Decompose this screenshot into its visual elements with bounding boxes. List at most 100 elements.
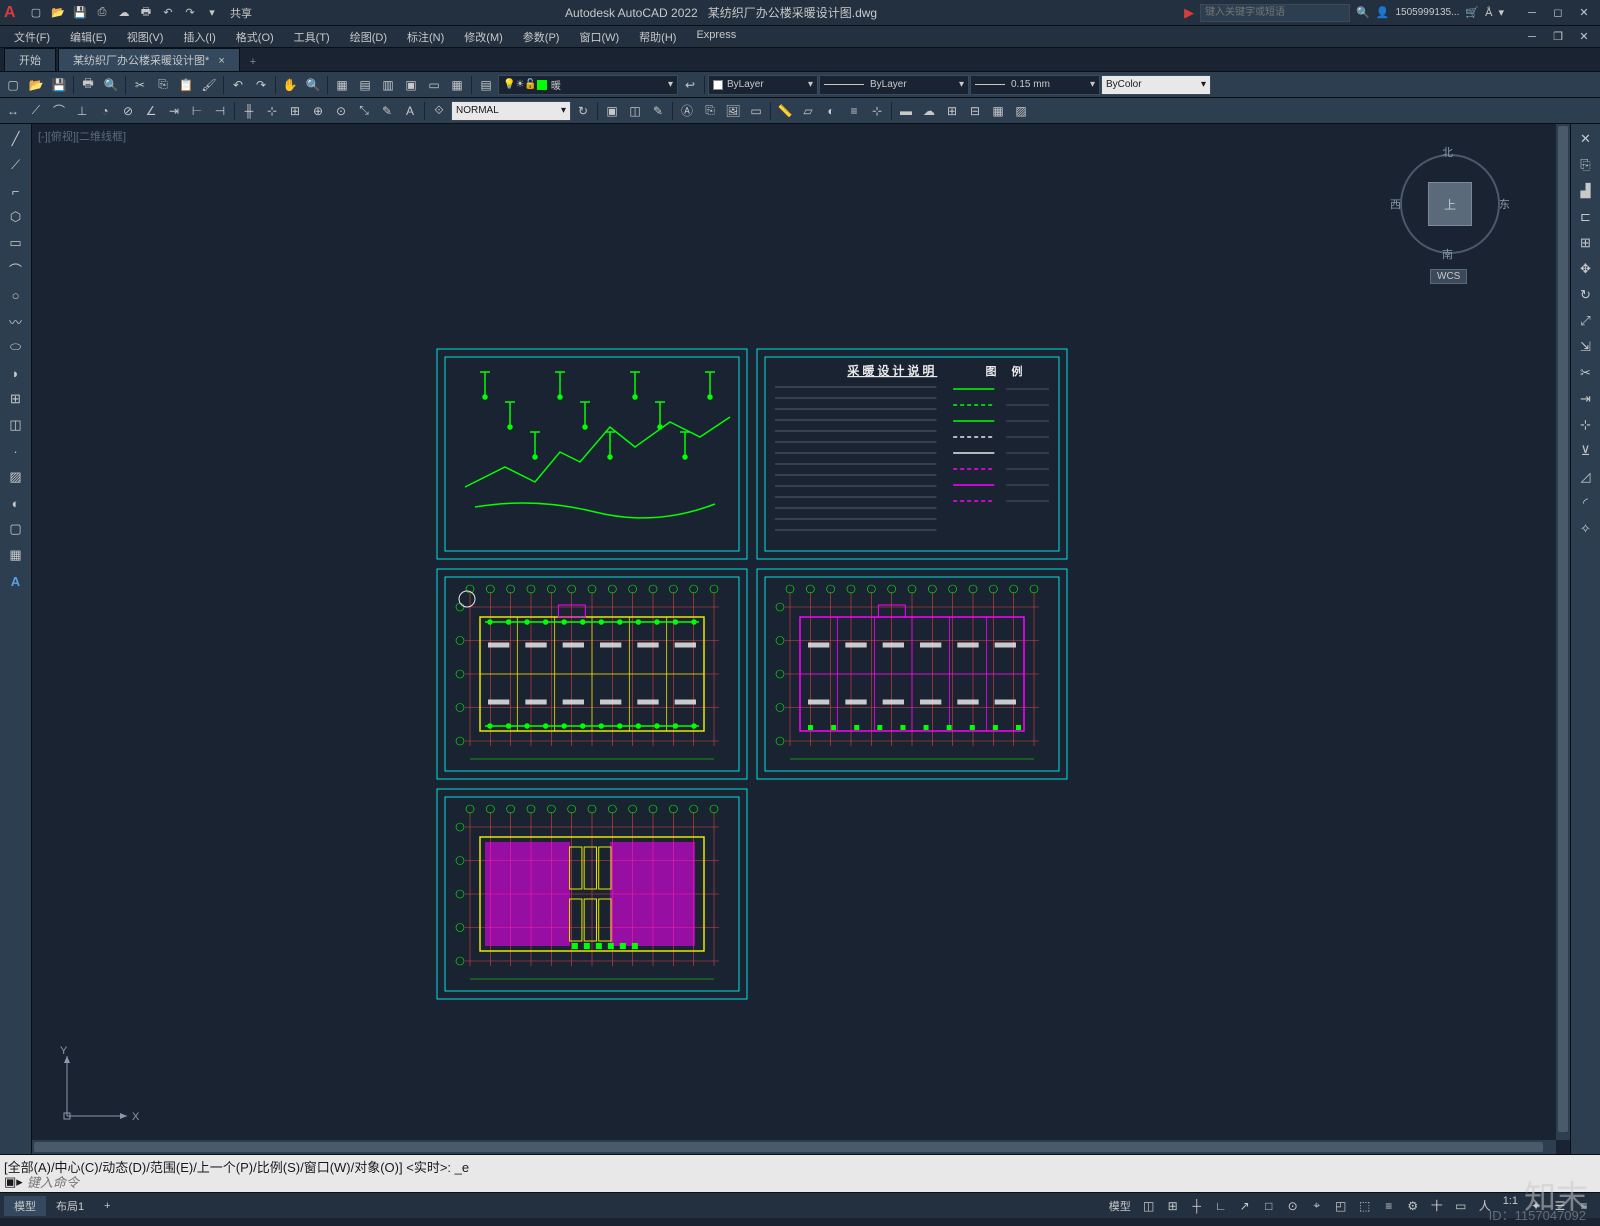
plot2-icon[interactable]: 🖶 — [77, 74, 99, 96]
layer-prev-icon[interactable]: ↩ — [679, 74, 701, 96]
app-menu-icon[interactable]: Å — [1485, 7, 1492, 19]
linetype-combo[interactable]: ByLayer ▾ — [819, 75, 969, 95]
arc-icon[interactable]: ⌒ — [2, 257, 30, 281]
status-btn-3[interactable]: ∟ — [1209, 1195, 1233, 1217]
preview-icon[interactable]: 🔍 — [100, 74, 122, 96]
menu-帮助(H)[interactable]: 帮助(H) — [629, 29, 686, 45]
copy-icon[interactable]: ⎘ — [152, 74, 174, 96]
redo-icon[interactable]: ↷ — [180, 3, 200, 23]
open2-icon[interactable]: 📂 — [25, 74, 47, 96]
status-btn-14[interactable]: 人 — [1473, 1195, 1497, 1217]
scale-icon[interactable]: ⤢ — [1572, 309, 1600, 333]
status-btn-4[interactable]: ↗ — [1233, 1195, 1257, 1217]
tab-start[interactable]: 开始 — [4, 48, 56, 71]
chamfer-icon[interactable]: ◿ — [1572, 465, 1600, 489]
explode-icon[interactable]: ✧ — [1572, 517, 1600, 541]
bedit-icon[interactable]: ✎ — [647, 100, 669, 122]
layer-mgr-icon[interactable]: ▤ — [475, 74, 497, 96]
list-icon[interactable]: ≡ — [843, 100, 865, 122]
dim-rad-icon[interactable]: ◔ — [94, 100, 116, 122]
extend-icon[interactable]: ⇥ — [1572, 387, 1600, 411]
rotate-icon[interactable]: ↻ — [1572, 283, 1600, 307]
dim-ord-icon[interactable]: ⊥ — [71, 100, 93, 122]
trim-icon[interactable]: ✂ — [1572, 361, 1600, 385]
markup-icon[interactable]: ▭ — [423, 74, 445, 96]
dim-quick-icon[interactable]: ⇥ — [163, 100, 185, 122]
dim-ang-icon[interactable]: ∠ — [140, 100, 162, 122]
break-icon[interactable]: ⊹ — [1572, 413, 1600, 437]
model-tab[interactable]: 模型 — [4, 1196, 46, 1216]
horizontal-scrollbar[interactable] — [32, 1140, 1556, 1154]
move-icon[interactable]: ✥ — [1572, 257, 1600, 281]
copy2-icon[interactable]: ⎘ — [1572, 153, 1600, 177]
share-button[interactable]: 共享 — [224, 3, 258, 23]
dimupdate-icon[interactable]: ↻ — [572, 100, 594, 122]
menu-窗口(W)[interactable]: 窗口(W) — [569, 29, 629, 45]
doc-close-button[interactable]: ✕ — [1572, 27, 1596, 47]
region2-icon[interactable]: ▢ — [2, 517, 30, 541]
dim-cont-icon[interactable]: ⊣ — [209, 100, 231, 122]
jog-icon[interactable]: ⤡ — [353, 100, 375, 122]
tolerance-icon[interactable]: ⊞ — [284, 100, 306, 122]
info-icon[interactable]: ▾ — [1498, 6, 1504, 19]
point-icon[interactable]: · — [2, 439, 30, 463]
qnew-icon[interactable]: ▢ — [2, 74, 24, 96]
doc-restore-button[interactable]: ❐ — [1546, 27, 1570, 47]
ellipse-icon[interactable]: ⬭ — [2, 335, 30, 359]
status-btn-16[interactable]: ✦ — [1524, 1195, 1548, 1217]
props-icon[interactable]: ▦ — [331, 74, 353, 96]
saveas-icon[interactable]: ⎙ — [92, 3, 112, 23]
dist-icon[interactable]: 📏 — [774, 100, 796, 122]
xref-icon[interactable]: ⎘ — [699, 100, 721, 122]
pline-icon[interactable]: ⌐ — [2, 179, 30, 203]
dim-dia-icon[interactable]: ⊘ — [117, 100, 139, 122]
dim-aligned-icon[interactable]: ⟋ — [25, 100, 47, 122]
status-btn-1[interactable]: ⊞ — [1161, 1195, 1185, 1217]
ellipsearc-icon[interactable]: ◗ — [2, 361, 30, 385]
color-combo[interactable]: ByLayer ▾ — [708, 75, 818, 95]
new-icon[interactable]: ▢ — [26, 3, 46, 23]
plot-icon[interactable]: 🖶 — [136, 3, 156, 23]
command-input[interactable] — [27, 1175, 1596, 1190]
open-icon[interactable]: 📂 — [48, 3, 68, 23]
tab-close-icon[interactable]: × — [218, 55, 224, 67]
image-icon[interactable]: 🖼 — [722, 100, 744, 122]
insert-icon[interactable]: ⊞ — [2, 387, 30, 411]
inspect-icon[interactable]: ⊙ — [330, 100, 352, 122]
dc-icon[interactable]: ▤ — [354, 74, 376, 96]
plotstyle-combo[interactable]: ByColor ▾ — [1101, 75, 1211, 95]
status-btn-13[interactable]: ▭ — [1449, 1195, 1473, 1217]
cut-icon[interactable]: ✂ — [129, 74, 151, 96]
array-icon[interactable]: ⊞ — [1572, 231, 1600, 255]
menu-修改(M)[interactable]: 修改(M) — [454, 29, 513, 45]
erase-icon[interactable]: ✕ — [1572, 127, 1600, 151]
wipeout-icon[interactable]: ▬ — [895, 100, 917, 122]
layout1-tab[interactable]: 布局1 — [46, 1196, 94, 1216]
status-btn-6[interactable]: ⊙ — [1281, 1195, 1305, 1217]
save-icon[interactable]: 💾 — [70, 3, 90, 23]
fillet-icon[interactable]: ◜ — [1572, 491, 1600, 515]
mtext-icon[interactable]: A — [2, 569, 30, 593]
close-button[interactable]: ✕ — [1572, 3, 1596, 23]
menu-编辑(E)[interactable]: 编辑(E) — [60, 29, 117, 45]
field-icon[interactable]: ▭ — [745, 100, 767, 122]
make-block-icon[interactable]: ◫ — [624, 100, 646, 122]
mirror-icon[interactable]: ▟ — [1572, 179, 1600, 203]
menu-标注(N)[interactable]: 标注(N) — [397, 29, 454, 45]
join-icon[interactable]: ⊻ — [1572, 439, 1600, 463]
menu-Express[interactable]: Express — [686, 29, 746, 45]
paste-icon[interactable]: 📋 — [175, 74, 197, 96]
status-btn-15[interactable]: 1:1 — [1497, 1195, 1524, 1217]
textstyle-combo[interactable]: NORMAL ▾ — [451, 101, 571, 121]
match-icon[interactable]: 🖌 — [198, 74, 220, 96]
help-search-input[interactable] — [1200, 4, 1350, 22]
pan-icon[interactable]: ✋ — [279, 74, 301, 96]
search-icon[interactable]: 🔍 — [1356, 6, 1370, 19]
dim-arc-icon[interactable]: ⌒ — [48, 100, 70, 122]
status-btn-2[interactable]: ┼ — [1185, 1195, 1209, 1217]
spline-icon[interactable]: 〰 — [2, 309, 30, 333]
cart-icon[interactable]: 🛒 — [1465, 6, 1479, 19]
status-btn-12[interactable]: 十 — [1425, 1195, 1449, 1217]
menu-插入(I)[interactable]: 插入(I) — [173, 29, 225, 45]
group-icon[interactable]: ⊞ — [941, 100, 963, 122]
